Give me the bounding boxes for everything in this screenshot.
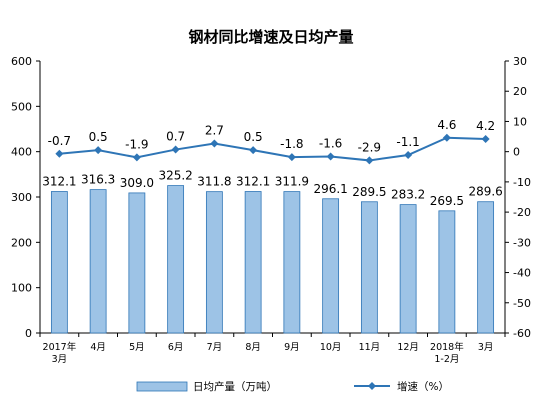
line-point <box>442 133 451 142</box>
line-value-label: 4.6 <box>437 118 456 132</box>
right-tick-label: -10 <box>513 176 531 189</box>
line-point <box>171 145 180 154</box>
right-tick-label: -20 <box>513 206 531 219</box>
line-point <box>210 139 219 148</box>
bar-value-label: 316.3 <box>81 173 115 187</box>
left-tick-label: 400 <box>11 146 32 159</box>
bar-value-label: 289.5 <box>352 185 386 199</box>
bar <box>399 204 417 334</box>
line-value-label: -1.8 <box>280 137 303 151</box>
line-point <box>404 150 413 159</box>
x-tick-label: 9月 <box>284 342 300 353</box>
right-tick-label: 10 <box>513 115 527 128</box>
bar-value-label: 269.5 <box>430 194 464 208</box>
bar <box>438 210 456 334</box>
line-value-label: 0.5 <box>244 130 263 144</box>
x-tick-label: 12月 <box>397 342 419 353</box>
right-tick-label: -50 <box>513 297 531 310</box>
line-value-label: -2.9 <box>358 140 381 154</box>
line-point <box>55 149 64 158</box>
line-value-label: -0.7 <box>48 134 71 148</box>
x-tick-label: 6月 <box>168 342 184 353</box>
bar <box>322 198 340 334</box>
bar <box>244 191 262 334</box>
left-tick-label: 300 <box>11 191 32 204</box>
line-value-label: 0.7 <box>166 130 185 144</box>
line-point <box>365 156 374 165</box>
bar <box>205 191 223 334</box>
line-point <box>94 146 103 155</box>
growth-line <box>59 136 486 162</box>
legend-bar-swatch <box>136 381 188 392</box>
right-tick-label: 0 <box>513 146 520 159</box>
bar-value-label: 312.1 <box>236 175 270 189</box>
left-tick-label: 0 <box>25 327 32 340</box>
x-tick-label: 7月 <box>207 342 223 353</box>
bar <box>128 192 146 334</box>
line-value-label: 2.7 <box>205 124 224 138</box>
right-tick-label: 30 <box>513 55 527 68</box>
x-axis: 2017年 3月 4月 5月 6月 7月 8月 9月 10月 11月 12月 2018年 1-2月 3月 <box>39 332 506 365</box>
x-tick-label: 8月 <box>245 342 261 353</box>
line-point <box>249 146 258 155</box>
legend-line-marker <box>368 382 376 390</box>
left-y-axis: 0 100 200 300 400 500 600 <box>11 55 41 340</box>
left-tick-label: 500 <box>11 100 32 113</box>
right-y-axis: -60 -50 -40 -30 -20 -10 0 10 20 30 <box>504 55 531 340</box>
bar <box>50 191 68 334</box>
line-value-label: -1.6 <box>319 137 342 151</box>
x-tick-label: 4月 <box>90 342 106 353</box>
right-tick-label: 20 <box>513 85 527 98</box>
right-tick-label: -40 <box>513 267 531 280</box>
left-tick-label: 600 <box>11 55 32 68</box>
x-tick-label: 10月 <box>320 342 342 353</box>
bar-series: 312.1 316.3 309.0 325.2 311.8 312.1 311.9 296.1… <box>42 169 503 334</box>
bar <box>477 201 495 334</box>
line-value-label: 4.2 <box>476 119 495 133</box>
x-tick-label: 2017年 3月 <box>43 341 77 365</box>
bar-value-label: 309.0 <box>120 176 154 190</box>
bar-value-label: 289.6 <box>468 185 502 199</box>
legend-bar-label: 日均产量（万吨） <box>193 380 277 393</box>
bar-value-label: 283.2 <box>391 188 425 202</box>
line-point <box>481 134 490 143</box>
x-tick-label: 5月 <box>129 342 145 353</box>
legend-line-label: 增速（%） <box>397 380 449 393</box>
bar <box>89 189 107 334</box>
x-tick-label: 2018年 1-2月 <box>430 341 464 365</box>
bar <box>167 185 185 334</box>
left-tick-label: 200 <box>11 236 32 249</box>
line-point <box>287 153 296 162</box>
right-tick-label: -30 <box>513 236 531 249</box>
right-tick-label: -60 <box>513 327 531 340</box>
bar-value-label: 325.2 <box>158 169 192 183</box>
bar <box>283 191 301 334</box>
bar <box>360 201 378 334</box>
line-value-label: -1.9 <box>125 137 148 151</box>
bar-value-label: 311.9 <box>275 175 309 189</box>
x-tick-label: 11月 <box>359 342 381 353</box>
legend: 日均产量（万吨） 增速（%） <box>136 380 449 393</box>
line-value-label: -1.1 <box>396 135 419 149</box>
line-series: -0.7 0.5 -1.9 0.7 2.7 0.5 -1.8 -1.6 -2.9 -1.1 4.6 4… <box>48 118 495 165</box>
bar-value-label: 296.1 <box>313 182 347 196</box>
bar-value-label: 312.1 <box>42 175 76 189</box>
line-point <box>326 152 335 161</box>
x-tick-label: 3月 <box>478 342 494 353</box>
chart-title: 钢材同比增速及日均产量 <box>188 28 353 46</box>
line-point <box>132 153 141 162</box>
left-tick-label: 100 <box>11 282 32 295</box>
line-value-label: 0.5 <box>89 130 108 144</box>
bar-value-label: 311.8 <box>197 175 231 189</box>
